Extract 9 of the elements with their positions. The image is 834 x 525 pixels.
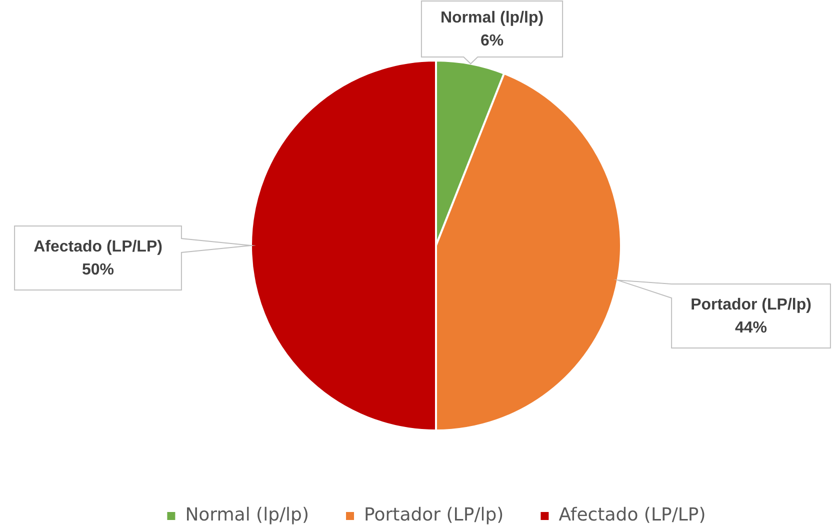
- slice-label: Portador (LP/lp): [690, 296, 812, 314]
- data-label: 44%: [734, 319, 768, 336]
- data-label: 6%: [480, 32, 504, 50]
- legend-label: Portador (LP/lp): [364, 504, 504, 525]
- slice-label: Normal (lp/lp): [440, 9, 544, 26]
- legend-label: Afectado (LP/LP): [558, 504, 706, 525]
- data-label: 50%: [82, 261, 114, 278]
- legend-label: Normal (lp/lp): [185, 504, 310, 525]
- slice-label: Afectado (LP/LP): [34, 238, 162, 256]
